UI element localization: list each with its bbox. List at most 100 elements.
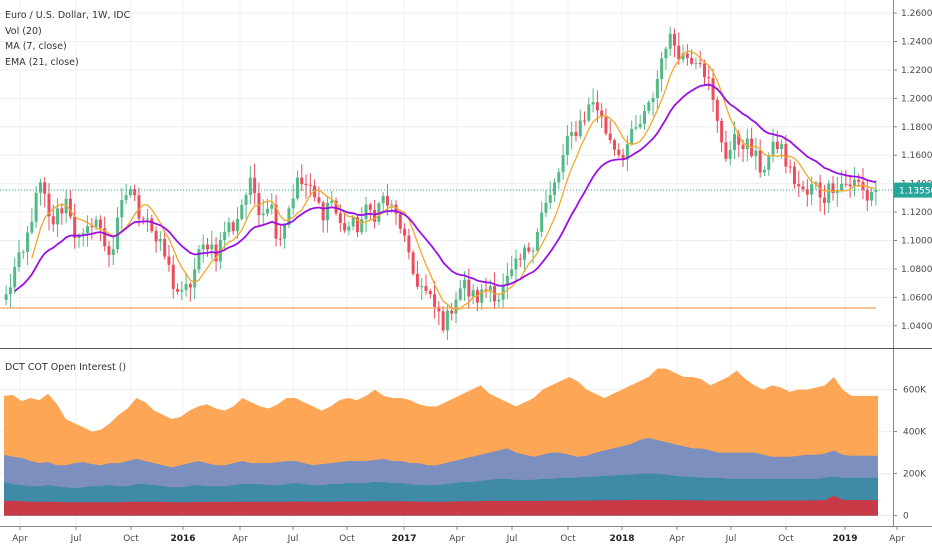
candle-body [651, 97, 655, 103]
candle-body [81, 233, 85, 235]
candle-body [223, 231, 227, 241]
candle-body [347, 226, 351, 231]
candle-body [403, 228, 407, 236]
time-tick-label: Jul [725, 534, 737, 544]
candle-body [647, 102, 651, 111]
lower-pane-title[interactable]: DCT COT Open Interest () [5, 362, 126, 373]
candle-body [231, 222, 235, 232]
candle-body [668, 33, 672, 49]
time-tick-label: 2017 [391, 534, 416, 544]
candle-body [180, 289, 184, 292]
candle-body [265, 208, 269, 214]
candle-body [124, 195, 128, 200]
time-tick-label: 2018 [609, 534, 634, 544]
candle-body [377, 203, 381, 222]
current-price-tag-bg [894, 182, 932, 198]
candle-body [13, 267, 17, 288]
candle-body [278, 238, 282, 240]
candle-body [505, 275, 509, 286]
candle-body [788, 166, 792, 168]
candle-body [818, 182, 822, 198]
legend-ma[interactable]: MA (7, close) [5, 41, 67, 52]
candle-body [857, 179, 861, 182]
candle-body [771, 141, 775, 157]
candle-body [715, 99, 719, 121]
legend-ema[interactable]: EMA (21, close) [5, 57, 79, 68]
candle-body [325, 202, 329, 221]
candle-body [304, 184, 308, 186]
oi-tick-label: 600K [903, 386, 927, 396]
candle-body [600, 110, 604, 118]
candle-body [561, 155, 565, 173]
candle-body [227, 222, 231, 232]
candle-body [150, 218, 154, 232]
time-tick-label: Apr [12, 534, 28, 544]
candle-body [570, 132, 574, 136]
candle-body [467, 279, 471, 297]
candle-body [390, 204, 394, 206]
candle-body [784, 144, 788, 167]
chart-legend: Euro / U.S. Dollar, 1W, IDC Vol (20) MA … [5, 10, 131, 68]
candle-body [681, 53, 685, 60]
candle-body [801, 186, 805, 190]
time-tick-label: Apr [889, 534, 905, 544]
candle-body [643, 110, 647, 124]
candle-body [197, 249, 201, 270]
candle-body [94, 219, 98, 227]
candle-body [334, 200, 338, 214]
candle-body [47, 193, 51, 217]
candle-body [17, 252, 21, 268]
price-tick-label: 1.10000 [901, 237, 932, 247]
candle-body [146, 218, 150, 220]
candle-body [690, 57, 694, 64]
candle-body [411, 252, 415, 274]
candle-body [638, 123, 642, 128]
time-axis: Apr Jul Oct 2016 Apr Jul Oct 2017 Apr Jul Oct 2018 A… [12, 526, 905, 544]
candle-body [702, 63, 706, 78]
time-tick-label: Oct [339, 534, 355, 544]
legend-vol[interactable]: Vol (20) [5, 26, 42, 37]
candle-body [364, 204, 368, 220]
candle-body [685, 53, 689, 58]
candle-body [360, 219, 364, 233]
candle-body [780, 144, 784, 150]
candle-body [201, 244, 205, 250]
candle-body [805, 189, 809, 195]
candle-body [355, 217, 359, 233]
candle-body [394, 204, 398, 214]
candle-body [775, 141, 779, 150]
candle-body [762, 169, 766, 173]
candle-body [120, 199, 124, 218]
open-interest-axis: 0 200K 400K 600K [893, 386, 927, 522]
candle-body [557, 172, 561, 183]
candle-body [445, 310, 449, 331]
indicator-lines [0, 50, 893, 311]
candle-body [60, 208, 64, 214]
candle-body [398, 213, 402, 229]
candle-body [171, 264, 175, 289]
candle-body [792, 166, 796, 185]
candle-body [368, 204, 372, 210]
candle-body [518, 258, 522, 260]
candle-body [30, 221, 34, 233]
oi-area-series-4 [4, 495, 878, 516]
candle-body [728, 149, 732, 159]
candle-body [745, 138, 749, 150]
candle-body [831, 183, 835, 194]
candle-body [754, 150, 758, 157]
candle-body [193, 269, 197, 288]
candle-body [484, 289, 488, 291]
candle-body [822, 197, 826, 204]
time-tick-label: Jul [70, 534, 82, 544]
candle-body [295, 177, 299, 199]
candle-body [844, 183, 848, 185]
candle-body [317, 197, 321, 203]
time-tick-label: Jul [287, 534, 299, 544]
candle-body [544, 202, 548, 213]
legend-title[interactable]: Euro / U.S. Dollar, 1W, IDC [5, 10, 131, 21]
candle-body [415, 273, 419, 287]
candle-body [34, 192, 38, 222]
ema-line [14, 83, 877, 292]
time-tick-label: Apr [232, 534, 248, 544]
